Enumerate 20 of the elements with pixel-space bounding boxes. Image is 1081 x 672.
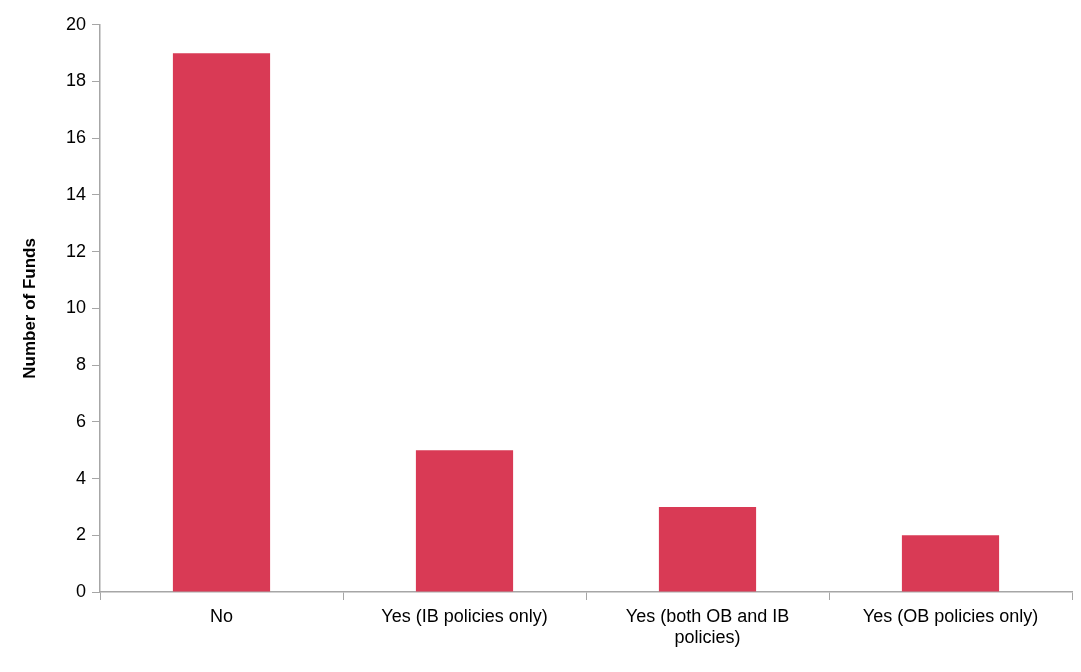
y-tick-label: 2 (75, 524, 86, 545)
y-axis-title: Number of Funds (19, 238, 39, 379)
y-tick-label: 16 (65, 127, 86, 148)
y-tick-label: 10 (65, 297, 86, 318)
x-tick-label: Yes (OB policies only) (862, 605, 1039, 626)
y-tick-label: 12 (65, 240, 86, 261)
bar (901, 535, 1000, 592)
y-tick-label: 18 (65, 70, 86, 91)
bar (658, 506, 757, 592)
x-tick-label: No (209, 605, 234, 626)
bar (172, 53, 271, 592)
y-tick-label: 6 (75, 410, 86, 431)
y-tick-label: 0 (75, 580, 86, 601)
x-tick-label: Yes (IB policies only) (381, 605, 548, 626)
y-tick-label: 20 (65, 13, 86, 34)
y-tick-label: 14 (65, 183, 86, 204)
bar (415, 450, 514, 592)
y-tick-label: 4 (75, 467, 86, 488)
x-tick-label: Yes (both OB and IB policies) (625, 605, 790, 648)
y-tick-label: 8 (75, 354, 86, 375)
